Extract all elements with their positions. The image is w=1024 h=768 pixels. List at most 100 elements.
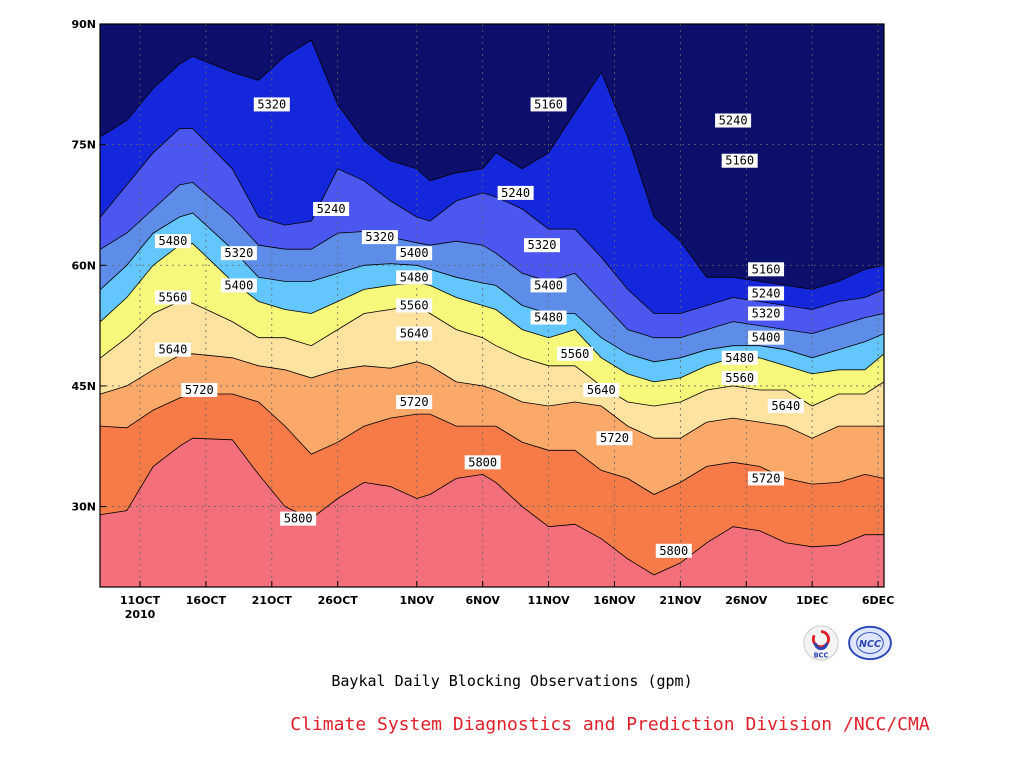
x-year-label: 2010 xyxy=(125,608,156,621)
x-tick-label: 11NOV xyxy=(528,594,571,607)
x-tick-label: 26NOV xyxy=(725,594,768,607)
contour-label: 5560 xyxy=(560,347,589,361)
contour-label: 5640 xyxy=(587,383,616,397)
isoline-5160 xyxy=(100,39,885,290)
band-below-5800 xyxy=(100,438,884,587)
contour-label-bg xyxy=(715,113,752,128)
contour-label: 5400 xyxy=(400,246,429,260)
contour-label-bg xyxy=(748,330,785,345)
contour-label: 5160 xyxy=(534,97,563,111)
ncc-logo: NCC xyxy=(848,625,892,661)
contour-label-bg xyxy=(154,290,191,305)
contour-label-bg xyxy=(523,238,560,253)
x-tick-label: 11OCT xyxy=(120,594,161,607)
contour-label: 5320 xyxy=(365,230,394,244)
x-tick-label: 26OCT xyxy=(318,594,359,607)
x-tick-label: 6DEC xyxy=(862,594,894,607)
plot-frame xyxy=(99,23,885,588)
contour-label: 5160 xyxy=(725,154,754,168)
contour-label-bg xyxy=(748,286,785,301)
isoline-5800 xyxy=(100,437,884,576)
contour-label-bg xyxy=(396,298,433,313)
contour-label-bg xyxy=(253,97,290,112)
isoline-5640 xyxy=(100,353,884,439)
contour-label-bg xyxy=(497,185,534,200)
y-tick-label: 45N xyxy=(71,380,96,393)
contour-label: 5320 xyxy=(528,238,557,252)
isoline-5560 xyxy=(100,301,885,407)
contour-label: 5720 xyxy=(185,383,214,397)
y-tick-label: 75N xyxy=(71,139,96,152)
contour-label: 5800 xyxy=(284,512,313,526)
contour-label-bg xyxy=(530,278,567,293)
x-tick-label: 16OCT xyxy=(186,594,227,607)
contour-label-bg xyxy=(748,471,785,486)
contour-label-bg xyxy=(721,153,758,168)
contour-label: 5640 xyxy=(400,327,429,341)
contour-label-bg xyxy=(530,97,567,112)
contour-label-bg xyxy=(220,278,257,293)
contour-bands xyxy=(100,24,884,588)
contour-label-bg xyxy=(181,382,218,397)
contour-label-bg xyxy=(655,543,692,558)
contour-label-bg xyxy=(220,246,257,261)
contour-label-bg xyxy=(748,306,785,321)
y-tick-label: 90N xyxy=(71,18,96,31)
contour-label: 5400 xyxy=(534,278,563,292)
contour-label-bg xyxy=(556,346,593,361)
contour-label-bg xyxy=(396,270,433,285)
contour-label-bg xyxy=(530,310,567,325)
contour-label: 5560 xyxy=(400,299,429,313)
gridlines xyxy=(100,24,884,587)
x-tick-label: 1DEC xyxy=(796,594,828,607)
contour-label: 5480 xyxy=(725,351,754,365)
y-tick-label: 60N xyxy=(71,259,96,272)
svg-text:NCC: NCC xyxy=(859,639,881,650)
contour-label-bg xyxy=(767,399,804,414)
contour-label-bg xyxy=(280,511,317,526)
contour-label-bg xyxy=(396,395,433,410)
contour-label-bg xyxy=(396,246,433,261)
x-tick-label: 21NOV xyxy=(659,594,702,607)
contour-label-bg xyxy=(396,326,433,341)
contour-label: 5480 xyxy=(158,234,187,248)
contour-label: 5240 xyxy=(719,114,748,128)
contour-label: 5320 xyxy=(224,246,253,260)
x-tick-label: 6NOV xyxy=(465,594,500,607)
contour-label-bg xyxy=(721,350,758,365)
isoline-5320 xyxy=(100,181,885,339)
contour-label: 5560 xyxy=(725,371,754,385)
contour-label: 5320 xyxy=(257,97,286,111)
contour-label: 5720 xyxy=(400,395,429,409)
contour-label: 5720 xyxy=(752,471,781,485)
x-tick-label: 21OCT xyxy=(252,594,293,607)
contour-label: 5240 xyxy=(317,202,346,216)
contour-label: 5480 xyxy=(400,270,429,284)
contour-label: 5320 xyxy=(752,307,781,321)
contour-label-bg xyxy=(721,370,758,385)
y-tick-label: 30N xyxy=(71,501,96,514)
axes: 11OCT 16OCT 21OCT 26OCT 1NOV 6NOV 11NOV 16NOV 21… xyxy=(71,18,894,621)
contour-label: 5400 xyxy=(224,278,253,292)
isoline-5240 xyxy=(100,128,885,314)
contour-label: 5720 xyxy=(600,431,629,445)
contour-label-bg xyxy=(596,431,633,446)
contour-label-bg xyxy=(154,234,191,249)
contour-label: 5240 xyxy=(752,286,781,300)
contour-label: 5240 xyxy=(501,186,530,200)
isoline-5720 xyxy=(100,393,885,495)
contour-label-bg xyxy=(154,342,191,357)
contour-label: 5800 xyxy=(659,544,688,558)
bcc-logo: BCC xyxy=(803,625,839,661)
contour-labels: 5320 5160 5240 5160 5240 5240 5320 5480 5320 5400… xyxy=(154,97,804,558)
svg-text:BCC: BCC xyxy=(814,651,829,659)
contour-label: 5160 xyxy=(752,262,781,276)
contour-label: 5480 xyxy=(534,311,563,325)
contour-label: 5400 xyxy=(752,331,781,345)
contour-label-bg xyxy=(583,382,620,397)
contour-label-bg xyxy=(313,201,350,216)
x-tick-label: 16NOV xyxy=(593,594,636,607)
contour-label: 5640 xyxy=(158,343,187,357)
contour-label-bg xyxy=(464,455,501,470)
